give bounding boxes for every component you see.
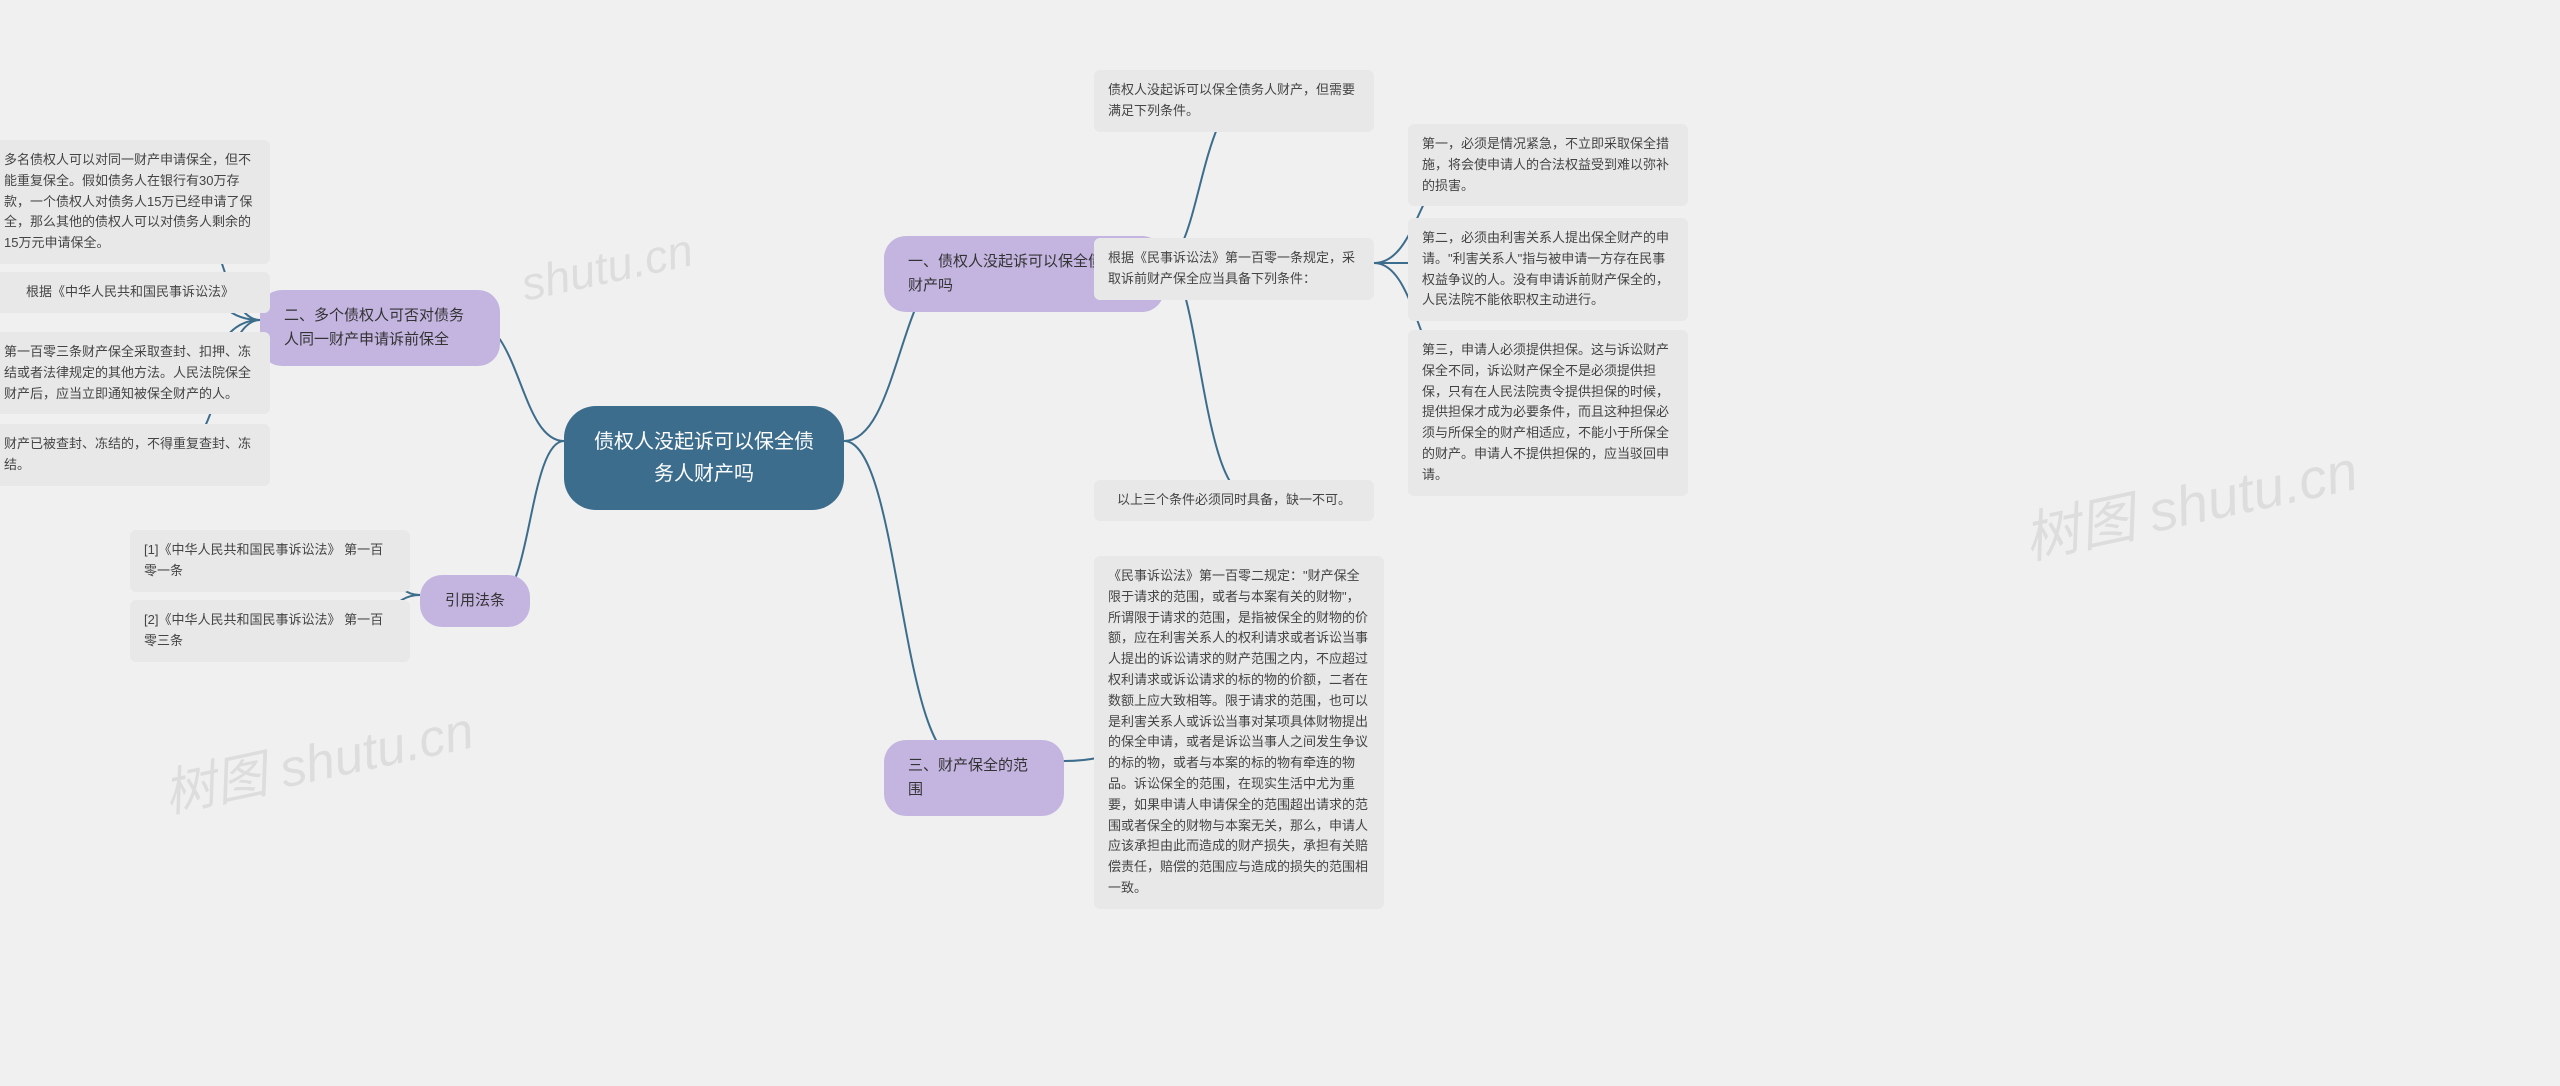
branch-1-leaf-0: 债权人没起诉可以保全债务人财产，但需要满足下列条件。 [1094,70,1374,132]
branch-2-leaf-1: 根据《中华人民共和国民事诉讼法》 [0,272,270,313]
branch-3-label: 三、财产保全的范围 [908,754,1040,802]
branch-2-leaf-0: 多名债权人可以对同一财产申请保全，但不能重复保全。假如债务人在银行有30万存款，… [0,140,270,264]
branch-4-label: 引用法条 [445,589,505,613]
branch-1-subleaf-0: 第一，必须是情况紧急，不立即采取保全措施，将会使申请人的合法权益受到难以弥补的损… [1408,124,1688,206]
branch-4[interactable]: 引用法条 [420,575,530,627]
branch-1-leaf-1: 根据《民事诉讼法》第一百零一条规定，采取诉前财产保全应当具备下列条件： [1094,238,1374,300]
branch-2-leaf-3: 财产已被查封、冻结的，不得重复查封、冻结。 [0,424,270,486]
branch-2[interactable]: 二、多个债权人可否对债务人同一财产申请诉前保全 [260,290,500,366]
root-node[interactable]: 债权人没起诉可以保全债务人财产吗 [564,406,844,510]
root-text: 债权人没起诉可以保全债务人财产吗 [594,426,814,490]
branch-1-leaf-2: 以上三个条件必须同时具备，缺一不可。 [1094,480,1374,521]
branch-1-subleaf-2: 第三，申请人必须提供担保。这与诉讼财产保全不同，诉讼财产保全不是必须提供担保，只… [1408,330,1688,496]
branch-4-leaf-0: [1]《中华人民共和国民事诉讼法》 第一百零一条 [130,530,410,592]
branch-2-leaf-2: 第一百零三条财产保全采取查封、扣押、冻结或者法律规定的其他方法。人民法院保全财产… [0,332,270,414]
branch-4-leaf-1: [2]《中华人民共和国民事诉讼法》 第一百零三条 [130,600,410,662]
branch-1-subleaf-1: 第二，必须由利害关系人提出保全财产的申请。"利害关系人"指与被申请一方存在民事权… [1408,218,1688,321]
branch-3-leaf-0: 《民事诉讼法》第一百零二规定："财产保全限于请求的范围，或者与本案有关的财物"，… [1094,556,1384,909]
branch-2-label: 二、多个债权人可否对债务人同一财产申请诉前保全 [284,304,476,352]
branch-3[interactable]: 三、财产保全的范围 [884,740,1064,816]
